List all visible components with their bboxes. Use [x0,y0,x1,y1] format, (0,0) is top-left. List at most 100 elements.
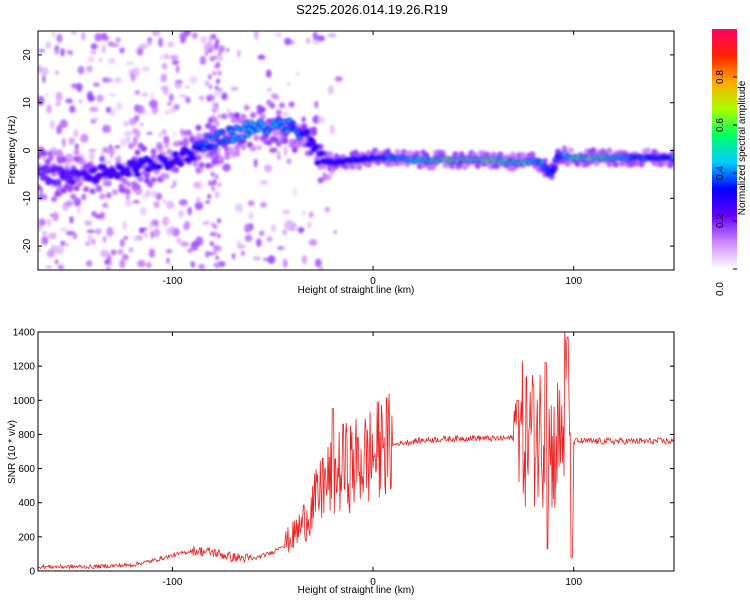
noise-patch [214,64,219,70]
noise-patch [301,116,306,123]
noise-patch [178,210,184,218]
noise-patch [125,61,135,66]
noise-patch [296,72,300,76]
noise-patch [55,101,61,107]
noise-patch [200,36,207,45]
noise-patch [38,223,42,232]
noise-patch [208,48,213,54]
ridge-halo [490,151,497,158]
noise-patch [209,231,218,237]
ridge-halo [51,196,58,203]
noise-patch [286,82,291,86]
noise-patch [180,94,189,98]
noise-patch [141,92,149,97]
ridge-cell [70,180,74,184]
ridge-cell [133,168,138,171]
noise-patch [208,84,213,90]
colorbar-label: Normalized spectral amplitude [737,80,748,215]
noise-patch [119,259,126,269]
ridge-halo [394,149,401,156]
noise-patch [119,47,125,54]
noise-patch [166,257,170,264]
ridge-halo [189,136,196,143]
y-tick-label: 0 [22,147,33,153]
noise-patch [153,228,161,238]
ridge-cell [92,168,96,172]
noise-patch [324,206,330,213]
noise-patch [231,253,236,260]
noise-patch [83,220,93,226]
ridge-cell [256,127,260,131]
noise-patch [204,80,210,87]
ridge-cell [225,140,230,143]
noise-patch [42,233,50,237]
ridge-halo [108,148,115,155]
noise-patch [90,50,97,55]
noise-patch [123,236,129,240]
noise-patch [119,238,126,248]
noise-patch [247,200,255,207]
noise-patch [107,57,116,65]
noise-patch [312,115,321,124]
ridge-cell [204,142,208,145]
noise-patch [91,238,96,245]
ridge-halo [250,112,257,119]
ridge-cell [124,168,129,172]
colorbar-gradient [712,29,737,269]
noise-patch [155,192,163,201]
noise-patch [276,151,281,161]
snr-xlabel: Height of straight line (km) [298,585,415,596]
noise-patch [69,105,76,114]
noise-patch [86,91,94,101]
ridge-halo [278,102,285,109]
ridge-halo [134,149,141,156]
y-tick-label: 400 [18,498,35,509]
noise-patch [234,202,243,213]
noise-patch [282,228,288,236]
noise-patch [105,106,112,114]
noise-patch [50,213,54,217]
noise-patch [217,260,226,267]
noise-patch [150,92,154,102]
ridge-halo [54,190,61,197]
noise-patch [213,224,218,230]
noise-patch [212,33,217,39]
noise-patch [312,31,318,40]
spectrogram-xlabel: Height of straight line (km) [298,285,415,296]
ridge-halo [240,113,247,120]
noise-patch [89,106,99,112]
noise-patch [45,41,52,49]
ridge-cell [554,158,558,162]
ridge-halo [79,159,86,166]
ridge-cell [52,167,56,171]
ridge-cell [291,122,295,125]
ridge-halo [211,149,218,156]
noise-patch [94,213,103,219]
ridge-cell [68,174,73,177]
noise-patch [322,172,327,181]
noise-patch [301,255,308,265]
noise-patch [213,244,219,252]
noise-patch [88,148,96,153]
ridge-halo [41,150,48,157]
noise-patch [316,35,325,42]
noise-patch [132,129,139,135]
noise-patch [334,76,343,82]
ridge-halo [291,146,298,153]
noise-patch [333,230,337,234]
noise-patch [165,201,175,210]
ridge-halo [612,161,619,168]
noise-patch [138,43,148,50]
noise-patch [230,86,239,91]
noise-patch [69,216,74,224]
ridge-cell [94,179,98,183]
ridge-halo [163,138,170,145]
noise-patch [114,145,121,149]
ridge-halo [644,147,651,154]
noise-patch [176,237,182,244]
ridge-cell [202,147,206,151]
noise-patch [56,49,60,54]
noise-patch [104,259,110,265]
noise-patch [56,124,63,135]
